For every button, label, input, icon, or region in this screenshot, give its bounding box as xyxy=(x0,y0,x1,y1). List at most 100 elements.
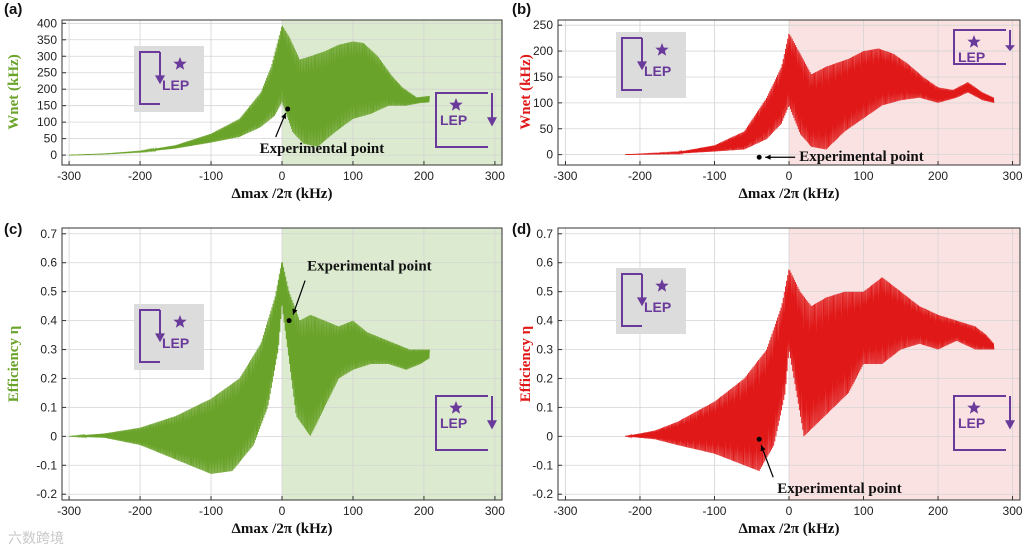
x-tick-label: -300 xyxy=(57,169,81,183)
x-tick-label: 300 xyxy=(485,504,505,518)
y-tick-label: 0 xyxy=(546,429,553,443)
y-tick-label: -0.1 xyxy=(36,458,57,472)
y-tick-label: 0.7 xyxy=(536,227,553,241)
lep-inset: LEP xyxy=(616,32,686,98)
lep-inset: LEP xyxy=(953,29,1015,65)
lep-bracket xyxy=(953,29,1006,65)
y-tick-label: 200 xyxy=(37,82,57,96)
y-tick-label: 0.1 xyxy=(536,400,553,414)
experimental-point xyxy=(286,318,292,324)
lep-inset: LEP xyxy=(616,268,686,334)
annotation-label: Experimental point xyxy=(260,141,385,157)
panel-label: (a) xyxy=(4,1,22,18)
x-tick-label: 100 xyxy=(343,504,363,518)
panel-d: -300 -200 -100 0 100 200 300 -0.2 -0.1 0 0.1 0.2 0.3… xyxy=(512,221,1023,537)
lep-arrow-head xyxy=(637,61,647,71)
x-axis-label: Δmax /2π (kHz) xyxy=(739,521,840,537)
watermark: 六数跨境 xyxy=(8,531,64,547)
lep-bracket xyxy=(621,273,642,327)
x-tick-label: 300 xyxy=(1003,504,1023,518)
y-tick-label: 0.5 xyxy=(536,285,553,299)
lep-inset-bg xyxy=(134,46,204,112)
lep-label: LEP xyxy=(440,415,467,431)
x-tick-label: 200 xyxy=(414,504,434,518)
lep-arrow-head xyxy=(487,117,497,127)
lep-label: LEP xyxy=(644,63,671,79)
lep-bracket xyxy=(435,92,488,148)
lep-label: LEP xyxy=(644,299,671,315)
data-series xyxy=(625,269,995,472)
lep-bracket xyxy=(139,51,160,105)
x-tick-label: 0 xyxy=(786,169,793,183)
y-tick-label: 50 xyxy=(44,132,58,146)
x-tick-label: 100 xyxy=(854,169,874,183)
lep-inset: LEP xyxy=(435,395,497,451)
star-icon xyxy=(449,401,463,414)
x-tick-label: 0 xyxy=(279,504,286,518)
x-tick-label: -300 xyxy=(553,504,577,518)
y-tick-label: -0.2 xyxy=(532,487,553,501)
annotation-arrow-head xyxy=(292,308,298,315)
x-tick-label: -200 xyxy=(628,504,652,518)
lep-inset: LEP xyxy=(134,46,204,112)
x-tick-label: -100 xyxy=(199,169,223,183)
star-icon xyxy=(173,57,187,70)
y-tick-label: 100 xyxy=(533,96,553,110)
y-tick-label: 0 xyxy=(50,148,57,162)
x-tick-label: 200 xyxy=(928,504,948,518)
x-tick-label: -100 xyxy=(199,504,223,518)
y-tick-label: 0.4 xyxy=(40,314,57,328)
lep-inset-bg xyxy=(134,304,204,370)
annotation-arrow-head xyxy=(760,445,766,452)
star-icon xyxy=(967,35,981,48)
y-tick-label: 50 xyxy=(540,122,554,136)
lep-label: LEP xyxy=(162,335,189,351)
annotation-arrow-head xyxy=(765,154,771,160)
lep-inset-bg xyxy=(616,32,686,98)
x-tick-label: -100 xyxy=(702,504,726,518)
lep-arrow-head xyxy=(1005,45,1015,52)
x-tick-label: 200 xyxy=(414,169,434,183)
y-tick-label: 300 xyxy=(37,49,57,63)
lep-bracket xyxy=(953,395,1006,451)
x-tick-label: -200 xyxy=(128,169,152,183)
star-icon xyxy=(449,98,463,111)
y-tick-label: 350 xyxy=(37,33,57,47)
x-tick-label: 100 xyxy=(343,169,363,183)
y-axis-label: Efficiency η xyxy=(518,326,534,402)
x-tick-label: 0 xyxy=(786,504,793,518)
lep-inset: LEP xyxy=(953,395,1015,451)
panel-label: (c) xyxy=(4,221,22,238)
y-tick-label: 100 xyxy=(37,115,57,129)
data-series xyxy=(625,33,995,156)
star-icon xyxy=(655,43,669,56)
x-tick-label: -200 xyxy=(128,504,152,518)
lep-arrow-head xyxy=(1005,420,1015,430)
y-tick-label: 0.6 xyxy=(40,256,57,270)
panel-a: -300 -200 -100 0 100 200 300 0 50 100 150 200 250 300… xyxy=(4,1,505,202)
x-tick-label: 300 xyxy=(485,169,505,183)
x-tick-label: 200 xyxy=(928,169,948,183)
lep-arrow-head xyxy=(155,75,165,85)
lep-arrow-head xyxy=(155,333,165,343)
x-tick-label: -100 xyxy=(702,169,726,183)
lep-inset: LEP xyxy=(435,92,497,148)
star-icon xyxy=(173,315,187,328)
annotation-arrow-head xyxy=(281,112,286,119)
y-tick-label: 0.6 xyxy=(536,256,553,270)
y-tick-label: 0 xyxy=(50,429,57,443)
y-tick-label: 0.2 xyxy=(40,371,57,385)
x-tick-label: -300 xyxy=(553,169,577,183)
lep-bracket xyxy=(435,395,488,451)
star-icon xyxy=(967,401,981,414)
y-tick-label: 0.4 xyxy=(536,314,553,328)
x-tick-label: -200 xyxy=(628,169,652,183)
x-tick-label: 100 xyxy=(854,504,874,518)
data-series xyxy=(69,25,430,156)
x-axis-label: Δmax /2π (kHz) xyxy=(232,186,333,202)
annotation-arrow-line xyxy=(292,280,306,315)
y-tick-label: -0.2 xyxy=(36,487,57,501)
y-axis-label: Efficiency η xyxy=(6,326,22,402)
y-tick-label: 250 xyxy=(37,66,57,80)
